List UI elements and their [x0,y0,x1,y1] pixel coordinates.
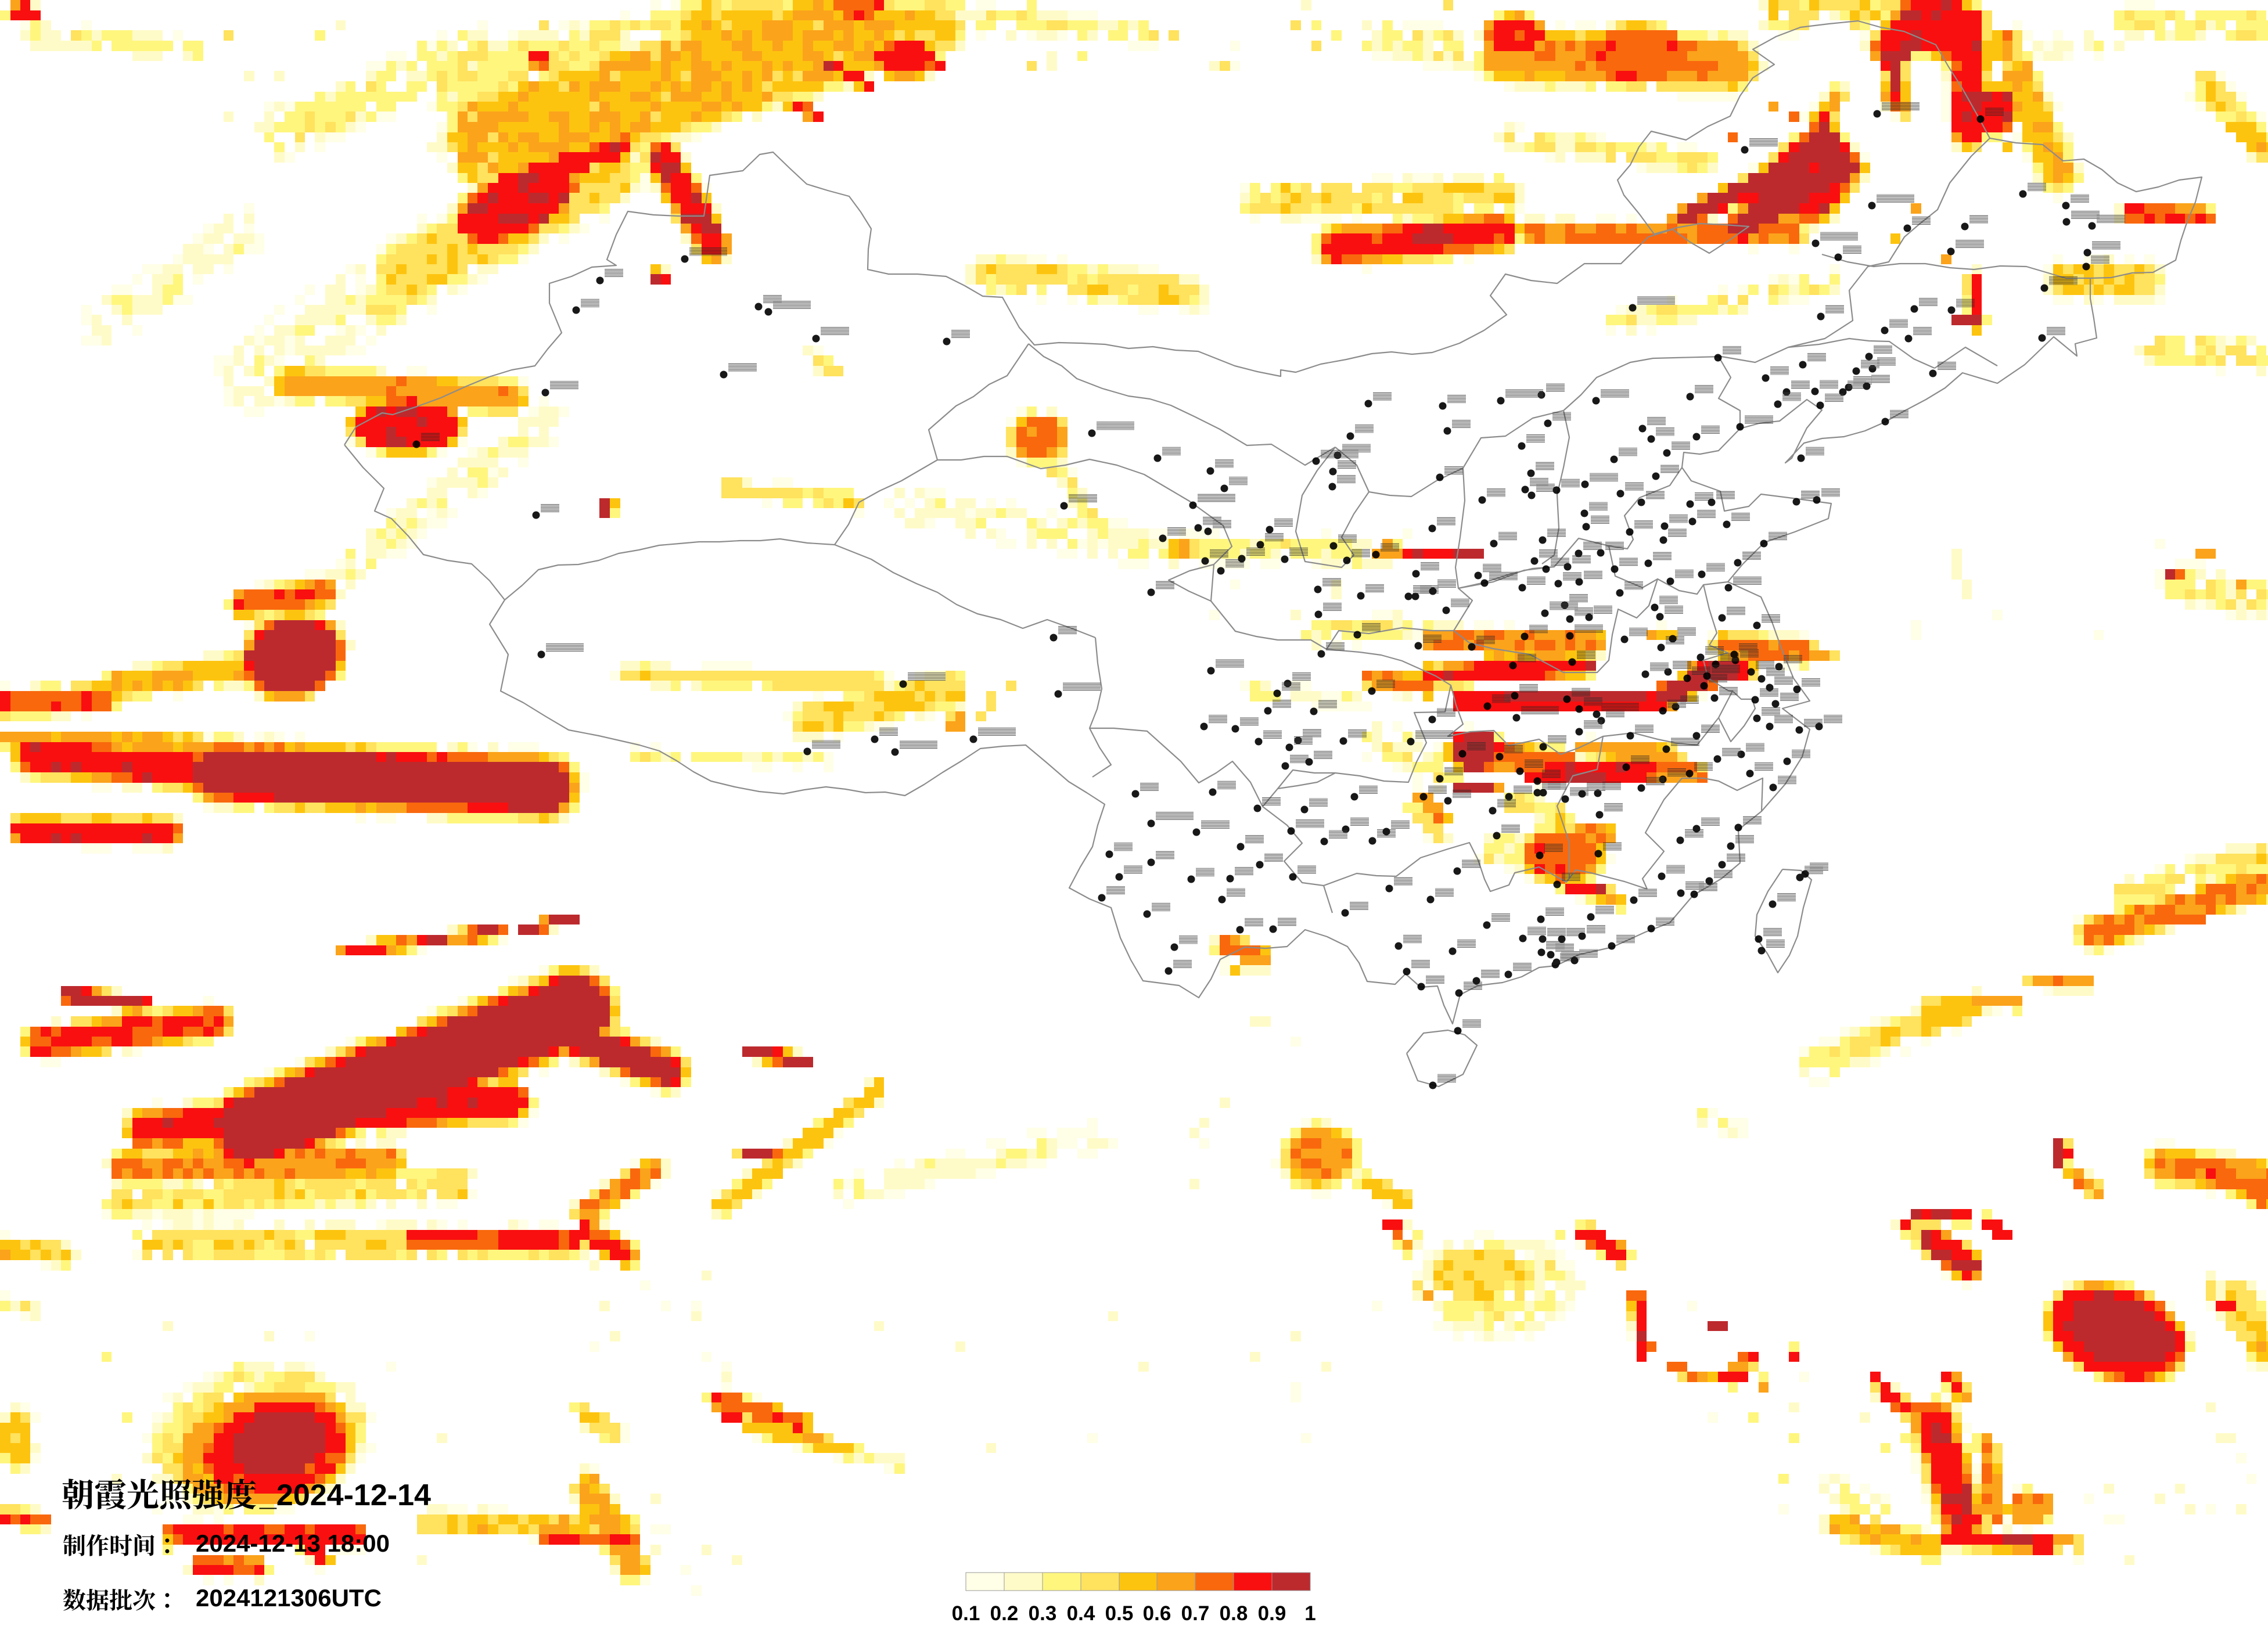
svg-text:0.7: 0.7 [1181,1602,1210,1625]
svg-text:0.6: 0.6 [1143,1602,1171,1625]
svg-text:0.4: 0.4 [1067,1602,1095,1625]
svg-text:2024-12-13 18:00: 2024-12-13 18:00 [196,1530,390,1557]
svg-text:1: 1 [1304,1602,1315,1625]
svg-text:0.2: 0.2 [990,1602,1019,1625]
svg-text:2024121306UTC: 2024121306UTC [196,1584,382,1611]
svg-text:_2024-12-14: _2024-12-14 [259,1478,431,1512]
svg-text:0.8: 0.8 [1220,1602,1248,1625]
svg-text:0.3: 0.3 [1029,1602,1057,1625]
svg-text:0.5: 0.5 [1105,1602,1134,1625]
svg-text:0.1: 0.1 [952,1602,980,1625]
svg-text:0.9: 0.9 [1258,1602,1286,1625]
